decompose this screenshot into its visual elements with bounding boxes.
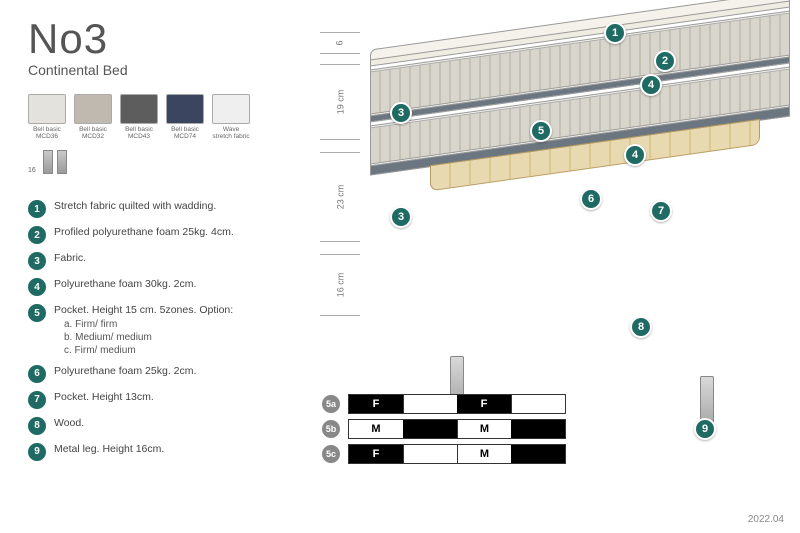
dimension-marker: 6: [320, 32, 360, 54]
callout-badge: 8: [630, 316, 652, 338]
callout-badge: 1: [604, 22, 626, 44]
fabric-swatch: Bell basicMCD36: [28, 94, 66, 140]
firmness-cell: F: [457, 395, 511, 413]
legend-subitem: b. Medium/ medium: [54, 331, 233, 344]
firmness-cell: M: [457, 420, 511, 438]
swatch-color: [212, 94, 250, 124]
firmness-row: 5a FF: [322, 394, 566, 414]
dimension-marker: 19 cm: [320, 64, 360, 140]
firmness-badge: 5c: [322, 445, 340, 463]
legend-list: 1 Stretch fabric quilted with wadding. 2 …: [28, 200, 308, 469]
legend-text: Wood.: [54, 417, 84, 431]
legend-badge: 5: [28, 304, 46, 322]
bed-layers: [370, 20, 790, 164]
legend-item: 3 Fabric.: [28, 252, 308, 270]
legend-item: 5 Pocket. Height 15 cm. 5zones. Option:a…: [28, 304, 308, 357]
swatch-label: Wavestretch fabric: [212, 126, 250, 140]
dimension-marker: 16 cm: [320, 254, 360, 316]
callout-badge: 3: [390, 102, 412, 124]
callout-badge: 3: [390, 206, 412, 228]
callout-badge: 6: [580, 188, 602, 210]
leg-icon: [43, 150, 53, 174]
legend-badge: 7: [28, 391, 46, 409]
firmness-options: 5a FF5b MM5c FM: [322, 394, 566, 469]
leg-icon: [57, 150, 67, 174]
revision-date: 2022.04: [748, 514, 784, 525]
legend-subitem: c. Firm/ medium: [54, 344, 233, 357]
swatch-label: Bell basicMCD32: [74, 126, 112, 140]
product-subtitle: Continental Bed: [28, 62, 298, 78]
firmness-row: 5b MM: [322, 419, 566, 439]
legend-badge: 3: [28, 252, 46, 270]
swatch-color: [28, 94, 66, 124]
legend-text: Polyurethane foam 30kg. 2cm.: [54, 278, 196, 292]
legend-badge: 8: [28, 417, 46, 435]
callout-badge: 9: [694, 418, 716, 440]
firmness-cells: FM: [348, 444, 566, 464]
firmness-cell: [511, 420, 565, 438]
fabric-swatch: Bell basicMCD32: [74, 94, 112, 140]
callout-badge: 4: [640, 74, 662, 96]
firmness-cell: [511, 445, 565, 463]
leg-height-label: 16: [28, 167, 36, 174]
legend-text: Pocket. Height 15 cm. 5zones. Option:a. …: [54, 304, 233, 357]
firmness-cell: [403, 395, 457, 413]
callout-badge: 5: [530, 120, 552, 142]
legend-item: 2 Profiled polyurethane foam 25kg. 4cm.: [28, 226, 308, 244]
firmness-cell: F: [349, 445, 403, 463]
firmness-cell: M: [349, 420, 403, 438]
legend-badge: 6: [28, 365, 46, 383]
legend-item: 9 Metal leg. Height 16cm.: [28, 443, 308, 461]
legend-badge: 9: [28, 443, 46, 461]
fabric-swatch: Bell basicMCD74: [166, 94, 204, 140]
firmness-cell: [511, 395, 565, 413]
legend-text: Stretch fabric quilted with wadding.: [54, 200, 216, 214]
info-panel: No3 Continental Bed Bell basicMCD36 Bell…: [28, 18, 298, 174]
legend-text: Pocket. Height 13cm.: [54, 391, 154, 405]
legend-text: Fabric.: [54, 252, 86, 266]
firmness-badge: 5a: [322, 395, 340, 413]
legend-item: 8 Wood.: [28, 417, 308, 435]
swatch-color: [120, 94, 158, 124]
firmness-cell: F: [349, 395, 403, 413]
callout-badge: 7: [650, 200, 672, 222]
firmness-cell: M: [457, 445, 511, 463]
swatch-color: [166, 94, 204, 124]
firmness-row: 5c FM: [322, 444, 566, 464]
legend-item: 7 Pocket. Height 13cm.: [28, 391, 308, 409]
swatch-color: [74, 94, 112, 124]
firmness-cell: [403, 445, 457, 463]
legend-subitem: a. Firm/ firm: [54, 318, 233, 331]
legend-badge: 2: [28, 226, 46, 244]
firmness-cells: FF: [348, 394, 566, 414]
legend-item: 4 Polyurethane foam 30kg. 2cm.: [28, 278, 308, 296]
firmness-badge: 5b: [322, 420, 340, 438]
legend-badge: 4: [28, 278, 46, 296]
swatch-label: Bell basicMCD74: [166, 126, 204, 140]
leg-height-swatch: 16: [28, 150, 298, 174]
legend-text: Profiled polyurethane foam 25kg. 4cm.: [54, 226, 234, 240]
dimension-marker: 23 cm: [320, 152, 360, 242]
swatch-label: Bell basicMCD36: [28, 126, 66, 140]
callout-badge: 2: [654, 50, 676, 72]
fabric-swatch: Wavestretch fabric: [212, 94, 250, 140]
fabric-swatches: Bell basicMCD36 Bell basicMCD32 Bell bas…: [28, 94, 298, 140]
fabric-swatch: Bell basicMCD43: [120, 94, 158, 140]
firmness-cells: MM: [348, 419, 566, 439]
legend-text: Polyurethane foam 25kg. 2cm.: [54, 365, 196, 379]
legend-item: 1 Stretch fabric quilted with wadding.: [28, 200, 308, 218]
product-title: No3: [28, 18, 298, 60]
firmness-cell: [403, 420, 457, 438]
legend-text: Metal leg. Height 16cm.: [54, 443, 164, 457]
swatch-label: Bell basicMCD43: [120, 126, 158, 140]
legend-item: 6 Polyurethane foam 25kg. 2cm.: [28, 365, 308, 383]
legend-badge: 1: [28, 200, 46, 218]
callout-badge: 4: [624, 144, 646, 166]
